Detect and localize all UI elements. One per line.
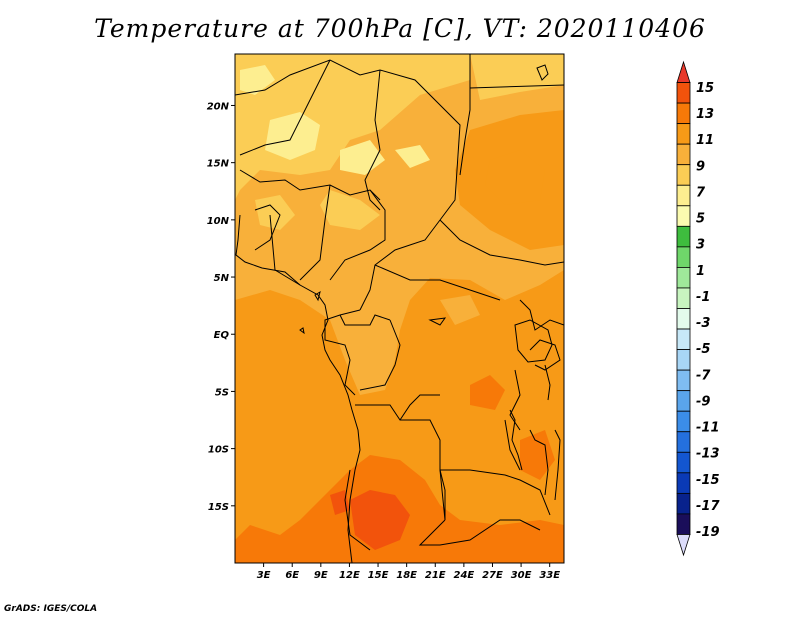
x-axis: 3E 6E 9E 12E 15E 18E 21E 24E 27E 30E 33E — [257, 563, 560, 581]
x-tick-label: 30E — [511, 570, 532, 581]
colorbar-label: -15 — [696, 473, 720, 488]
colorbar-label: -5 — [696, 342, 710, 357]
colorbar-swatch — [676, 369, 691, 392]
colorbar-swatch — [676, 513, 691, 535]
x-tick-label: 3E — [257, 570, 271, 581]
x-tick-label: 21E — [425, 570, 446, 581]
y-tick-label: 5S — [215, 387, 229, 398]
x-tick-label: 12E — [339, 570, 360, 581]
colorbar-swatch — [676, 534, 691, 557]
colorbar-label: 1 — [696, 264, 705, 279]
colorbar-swatch — [676, 267, 691, 289]
colorbar-swatch — [676, 205, 691, 227]
y-tick-label: 15S — [208, 502, 229, 513]
colorbar-label: -13 — [696, 447, 720, 462]
colorbar-swatch — [676, 143, 691, 166]
colorbar-swatch — [676, 451, 691, 474]
colorbar-swatch — [676, 472, 691, 494]
colorbar-swatch — [676, 390, 691, 412]
colorbar-label: 9 — [696, 159, 705, 174]
y-axis: 20N 15N 10N 5N EQ 5S 10S 15S — [207, 101, 235, 513]
colorbar-label: 3 — [696, 238, 705, 253]
colorbar-label: -9 — [696, 394, 710, 409]
y-tick-label: EQ — [214, 330, 230, 341]
colorbar-swatch — [676, 308, 691, 330]
x-tick-label: 27E — [482, 570, 503, 581]
map-title: Temperature at 700hPa [C], VT: 202011040… — [94, 14, 706, 43]
colorbar-swatch — [676, 246, 691, 268]
colorbar-label: 15 — [696, 81, 714, 96]
x-tick-label: 33E — [539, 570, 560, 581]
colorbar-swatch — [676, 349, 691, 371]
colorbar-label: 5 — [696, 212, 705, 227]
y-tick-label: 15N — [207, 159, 230, 170]
y-tick-label: 20N — [207, 101, 230, 112]
colorbar-label: -3 — [696, 316, 710, 331]
colorbar-swatch — [676, 225, 691, 248]
credit-label: GrADS: IGES/COLA — [4, 604, 98, 614]
coastline — [235, 64, 561, 563]
colorbar-swatch — [676, 123, 691, 145]
x-tick-label: 18E — [396, 570, 417, 581]
colorbar-swatch — [676, 164, 691, 186]
x-tick-label: 24E — [453, 570, 474, 581]
y-tick-label: 10N — [207, 216, 230, 227]
x-tick-label: 9E — [314, 570, 328, 581]
temperature-field — [235, 54, 564, 563]
y-tick-label: 5N — [214, 273, 230, 284]
colorbar-label: 13 — [696, 107, 714, 122]
colorbar-swatch — [676, 82, 691, 104]
colorbar-label: -11 — [696, 421, 720, 436]
x-tick-label: 6E — [285, 570, 299, 581]
colorbar-swatch — [676, 287, 691, 309]
colorbar-label: -1 — [696, 290, 710, 305]
colorbar-swatch — [676, 410, 691, 433]
colorbar-swatch — [676, 492, 691, 515]
colorbar-swatch — [676, 102, 691, 125]
colorbar-label: 7 — [696, 185, 706, 200]
colorbar-label: -17 — [696, 499, 720, 514]
colorbar-label: 11 — [696, 133, 714, 148]
x-tick-label: 15E — [368, 570, 389, 581]
colorbar-label: -19 — [696, 525, 720, 540]
colorbar-swatch — [676, 60, 691, 83]
colorbar-swatch — [676, 184, 691, 207]
y-tick-label: 10S — [208, 445, 229, 456]
colorbar-swatch — [676, 328, 691, 350]
colorbar: 15 13 11 9 7 5 3 1 -1 -3 -5 -7 -9 -11 -13 -15 -17 -19 — [676, 60, 720, 557]
map-frame — [234, 53, 565, 564]
colorbar-swatch — [676, 431, 691, 453]
colorbar-label: -7 — [696, 368, 711, 383]
